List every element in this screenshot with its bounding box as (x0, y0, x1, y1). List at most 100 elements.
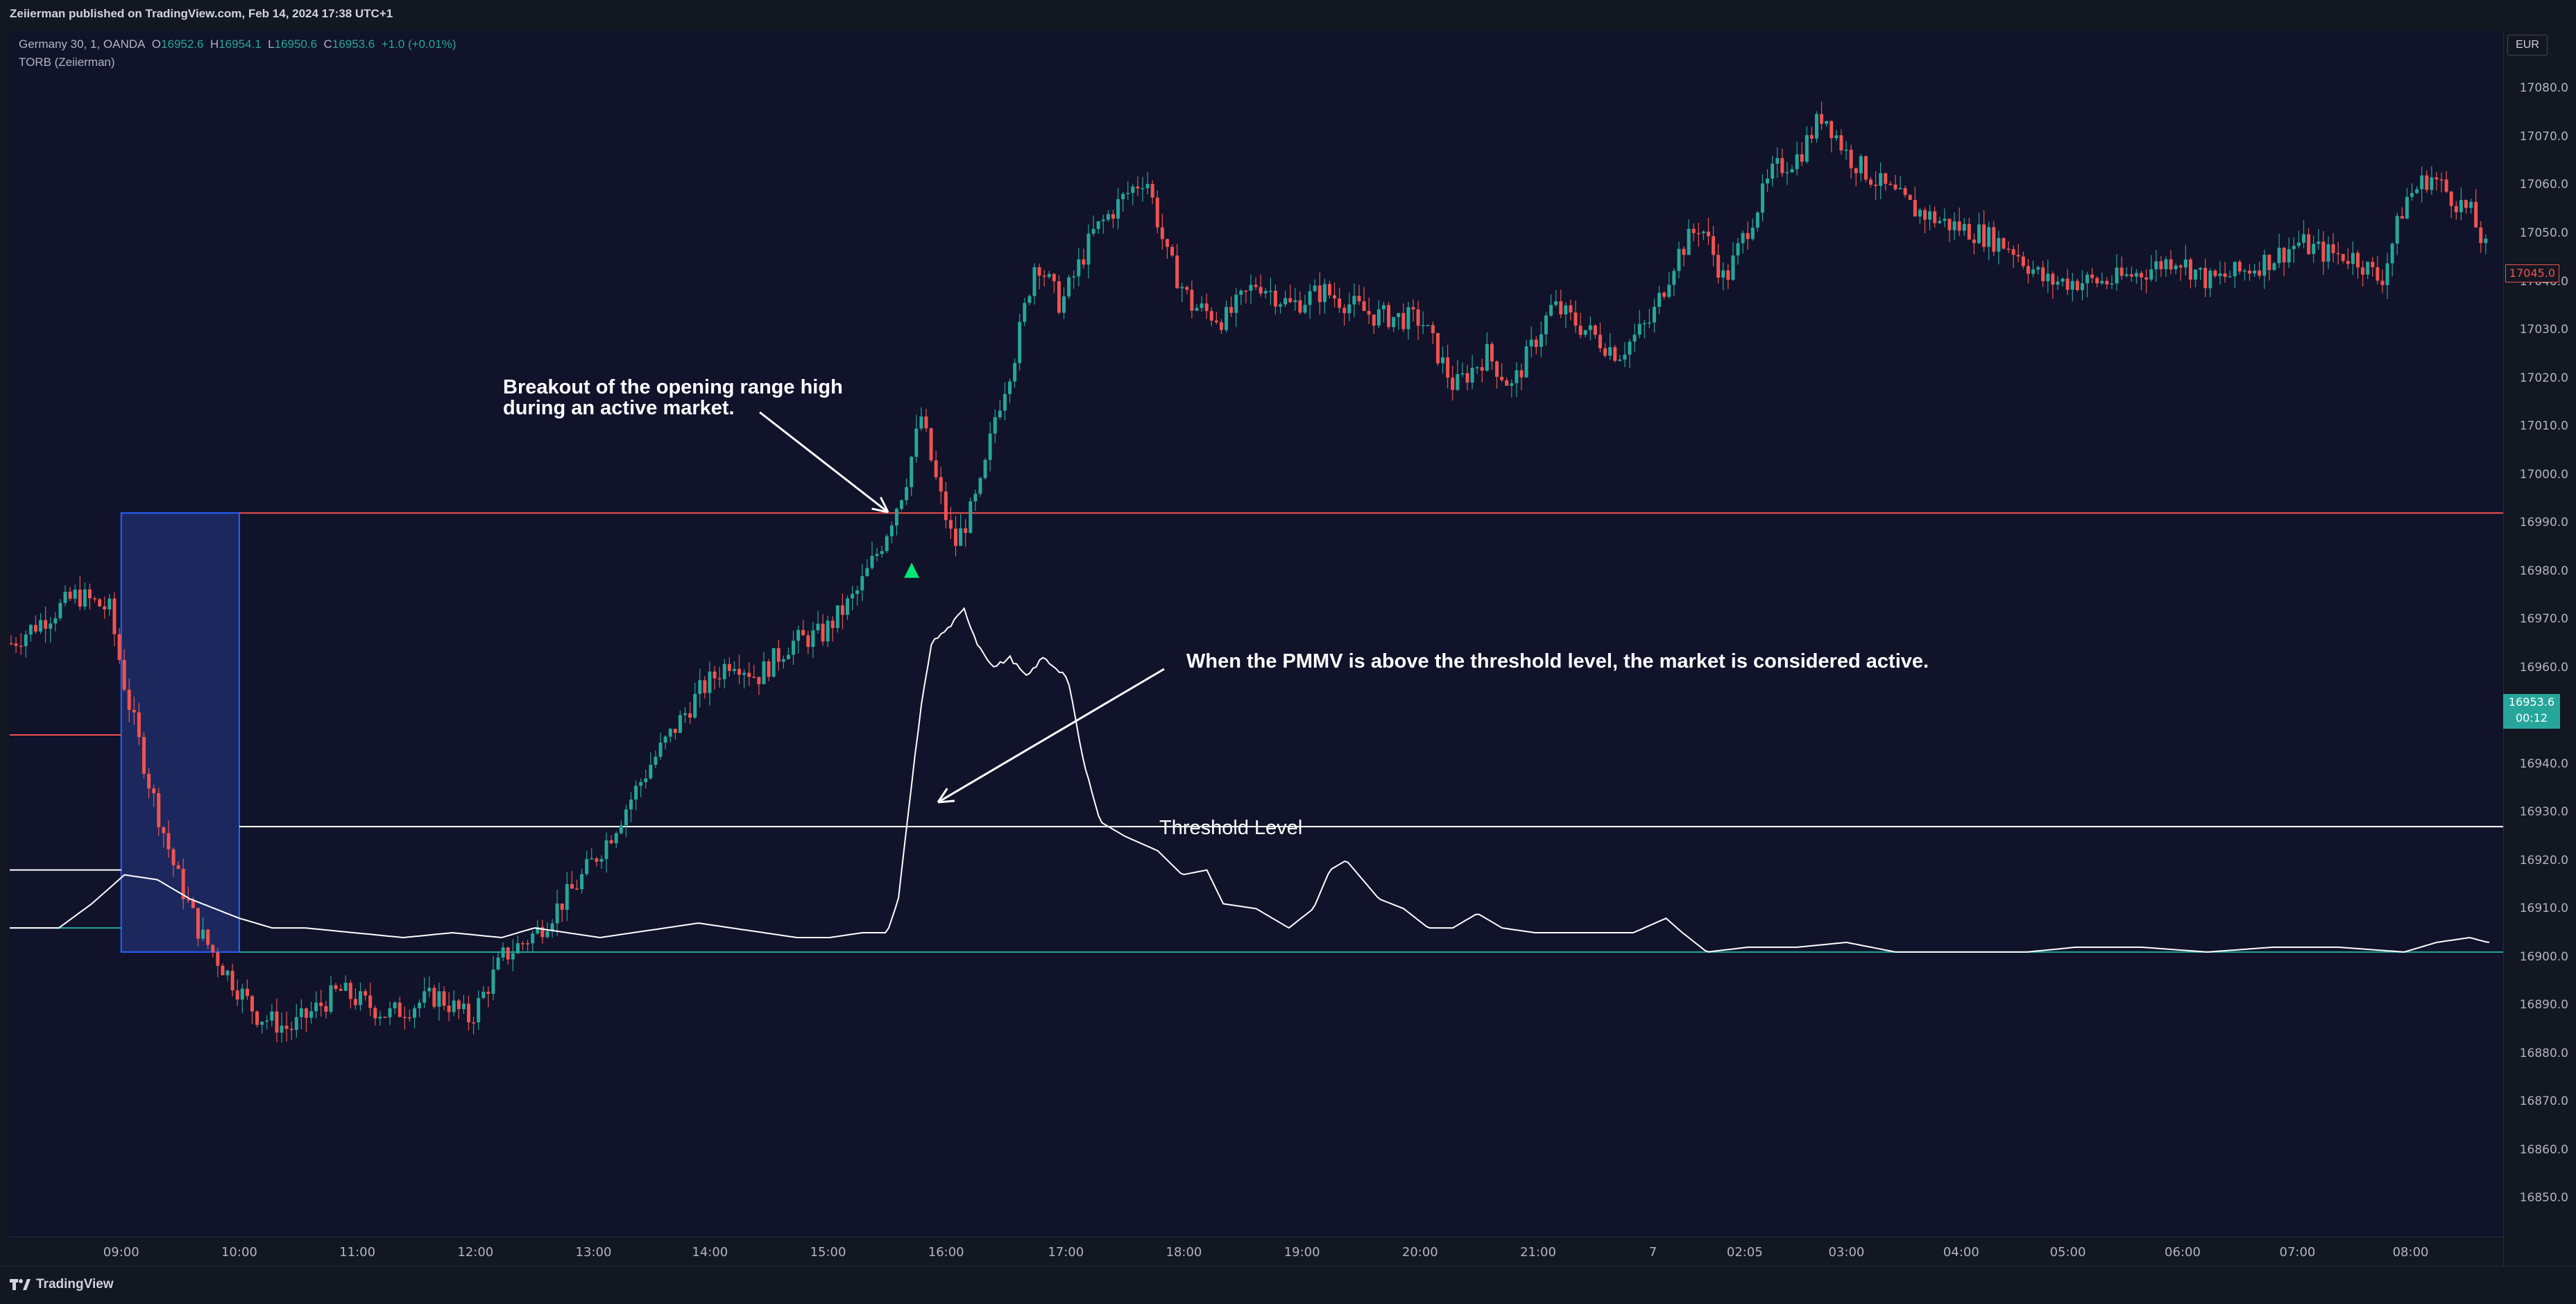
candle-body (2459, 200, 2463, 212)
chart-area[interactable]: Germany 30, 1, OANDA O16952.6 H16954.1 L… (10, 31, 2503, 1266)
candle-body (53, 618, 58, 624)
candle-body (1367, 311, 1371, 315)
candle-body (634, 786, 638, 800)
candle-body (1259, 287, 1263, 294)
candle-body (127, 689, 131, 710)
candle-body (959, 528, 963, 546)
candle-body (2277, 247, 2281, 264)
candle-body (1008, 381, 1012, 394)
candle-body (201, 929, 205, 939)
candle-body (2144, 277, 2149, 280)
candle-body (1465, 373, 1469, 383)
legend-symbol[interactable]: Germany 30, 1, OANDA (19, 37, 146, 51)
candle-body (418, 1002, 422, 1008)
candle-body (1352, 296, 1356, 305)
candle-body (1387, 305, 1391, 328)
candle-body (1982, 224, 1986, 247)
candle-body (1716, 255, 1721, 278)
candle-body (28, 625, 33, 635)
candle-body (1987, 227, 1991, 247)
candle-body (2228, 276, 2232, 278)
time-axis-label: 05:00 (2049, 1245, 2086, 1260)
candle-body (1239, 290, 1243, 295)
candle-body (614, 833, 618, 844)
candle-body (1637, 323, 1641, 335)
candle-body (860, 576, 864, 591)
candle-body (1460, 373, 1465, 375)
legend-close-key: C (323, 37, 332, 51)
candle-body (181, 868, 185, 899)
candle-body (373, 1008, 377, 1019)
candle-body (1741, 232, 1745, 244)
candle-body (402, 1017, 407, 1018)
current-price: 16953.6 (2508, 695, 2555, 709)
time-axis-label: 08:00 (2392, 1245, 2429, 1260)
candle-body (2292, 246, 2296, 249)
candle-body (1470, 368, 1474, 383)
candle-body (2085, 274, 2090, 284)
candle-body (658, 743, 663, 757)
legend-low: 16950.6 (274, 37, 318, 51)
candle-body (2242, 270, 2246, 272)
candle-body (1268, 290, 1272, 292)
candle-body (792, 641, 796, 655)
candle-body (196, 908, 200, 939)
candle-body (1062, 296, 1066, 313)
candle-body (1126, 192, 1130, 194)
candle-body (1534, 339, 1538, 347)
candle-body (570, 883, 574, 889)
candle-body (2164, 259, 2168, 269)
candle-body (2154, 261, 2158, 270)
candle-body (649, 765, 653, 779)
price-axis-label: 16990.0 (2519, 516, 2568, 530)
candle-body (1795, 154, 1799, 169)
candle-body (762, 661, 766, 684)
price-chart-svg[interactable] (10, 31, 2503, 1237)
candle-body (2199, 267, 2203, 270)
candle-body (457, 1000, 461, 1010)
candle-body (250, 996, 254, 1012)
candle-body (964, 528, 968, 533)
candle-body (24, 634, 28, 647)
candle-body (2011, 249, 2015, 255)
candle-body (1406, 307, 1410, 330)
price-badge-17045: 17045.0 (2505, 264, 2559, 282)
candle-body (2223, 273, 2227, 277)
candle-body (2115, 267, 2119, 284)
tradingview-logo[interactable]: TradingView (10, 1276, 114, 1294)
candle-body (555, 903, 559, 924)
candle-body (481, 992, 486, 999)
legend-change: +1.0 (+0.01%) (381, 37, 457, 51)
time-axis-label: 19:00 (1283, 1245, 1320, 1260)
currency-button[interactable]: EUR (2507, 35, 2548, 56)
candle-body (1800, 154, 1804, 162)
candle-body (644, 778, 648, 782)
candle-body (1333, 295, 1337, 299)
candle-body (1136, 186, 1140, 189)
candle-body (98, 599, 102, 607)
candle-body (1962, 223, 1966, 231)
candle-body (1874, 185, 1878, 186)
time-axis[interactable]: 09:00 10:00 11:00 12:00 13:00 14:00 15:00 16:00… (10, 1237, 2503, 1267)
candle-body (924, 416, 928, 429)
candle-body (477, 998, 481, 1023)
candle-body (1583, 330, 1587, 335)
candle-body (713, 671, 717, 679)
time-axis-label: 18:00 (1166, 1245, 1202, 1260)
candle-body (1175, 255, 1179, 289)
legend-indicator[interactable]: TORB (Zeiierman) (19, 56, 115, 69)
candle-body (1859, 156, 1863, 173)
price-axis[interactable]: 17080.017070.017060.017050.017040.017030… (2503, 31, 2576, 1266)
candle-body (688, 713, 692, 718)
time-axis-label: 14:00 (692, 1245, 728, 1260)
candle-body (1888, 183, 1893, 185)
candle-body (2449, 192, 2453, 206)
candle-body (1578, 325, 1583, 335)
candle-body (343, 983, 348, 991)
candle-body (466, 1004, 470, 1023)
candle-body (2410, 193, 2414, 197)
candle-body (2021, 256, 2025, 266)
candle-body (501, 947, 505, 958)
candle-body (2371, 262, 2375, 268)
candle-body (1903, 188, 1907, 195)
